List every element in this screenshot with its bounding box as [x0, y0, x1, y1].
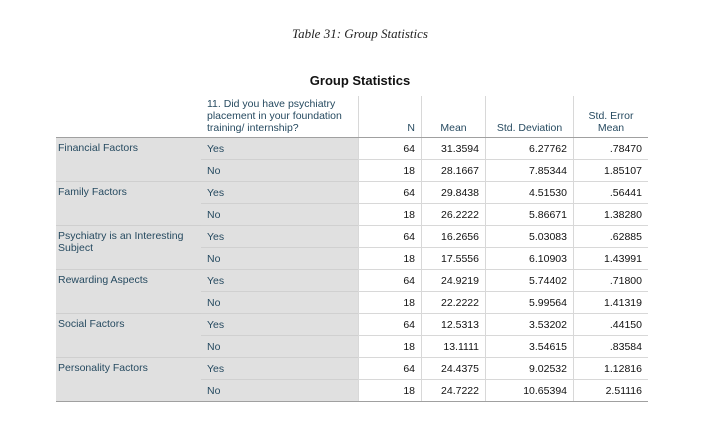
level-label: Yes	[201, 313, 359, 336]
header-row: 11. Did you have psychiatry placement in…	[56, 96, 648, 138]
table-row: No 18 28.1667 7.85344 1.85107	[56, 159, 648, 182]
group-statistics-table: 11. Did you have psychiatry placement in…	[56, 96, 648, 402]
mean-value: 28.1667	[421, 159, 486, 182]
sd-value: 5.86671	[485, 203, 574, 226]
mean-value: 29.8438	[421, 181, 486, 204]
header-std-deviation: Std. Deviation	[485, 96, 574, 138]
n-value: 64	[358, 137, 422, 160]
group-label: Psychiatry is an Interesting Subject	[56, 225, 201, 270]
n-value: 18	[358, 247, 422, 270]
group-label: Financial Factors	[56, 137, 201, 182]
level-label: No	[201, 247, 359, 270]
se-value: .62885	[573, 225, 648, 248]
se-value: 1.38280	[573, 203, 648, 226]
level-label: No	[201, 291, 359, 314]
sd-value: 10.65394	[485, 379, 574, 402]
table-caption: Table 31: Group Statistics	[292, 26, 428, 41]
n-value: 64	[358, 313, 422, 336]
table-row: Personality Factors Yes 64 24.4375 9.025…	[56, 357, 648, 402]
table-row: Family Factors Yes 64 29.8438 4.51530 .5…	[56, 181, 648, 226]
table-row: No 18 26.2222 5.86671 1.38280	[56, 203, 648, 226]
sd-value: 5.74402	[485, 269, 574, 292]
n-value: 18	[358, 335, 422, 358]
n-value: 64	[358, 181, 422, 204]
sd-value: 3.54615	[485, 335, 574, 358]
table-title: Group Statistics	[309, 73, 411, 88]
level-label: No	[201, 379, 359, 402]
table-row: No 18 13.1111 3.54615 .83584	[56, 335, 648, 358]
sd-value: 7.85344	[485, 159, 574, 182]
header-mean: Mean	[421, 96, 486, 138]
se-value: 1.41319	[573, 291, 648, 314]
sd-value: 5.99564	[485, 291, 574, 314]
level-label: No	[201, 159, 359, 182]
level-label: No	[201, 335, 359, 358]
se-value: 2.51116	[573, 379, 648, 402]
n-value: 64	[358, 225, 422, 248]
mean-value: 16.2656	[421, 225, 486, 248]
table-row: Financial Factors Yes 64 31.3594 6.27762…	[56, 137, 648, 182]
table-row: Psychiatry is an Interesting Subject Yes…	[56, 225, 648, 270]
sd-value: 6.27762	[485, 137, 574, 160]
group-label: Family Factors	[56, 181, 201, 226]
mean-value: 22.2222	[421, 291, 486, 314]
table-row: No 18 22.2222 5.99564 1.41319	[56, 291, 648, 314]
header-n: N	[358, 96, 422, 138]
group-label: Personality Factors	[56, 357, 201, 402]
mean-value: 31.3594	[421, 137, 486, 160]
sd-value: 3.53202	[485, 313, 574, 336]
se-value: .44150	[573, 313, 648, 336]
n-value: 18	[358, 203, 422, 226]
table-row: No 18 24.7222 10.65394 2.51116	[56, 379, 648, 402]
sd-value: 6.10903	[485, 247, 574, 270]
mean-value: 26.2222	[421, 203, 486, 226]
sd-value: 9.02532	[485, 357, 574, 380]
mean-value: 24.7222	[421, 379, 486, 402]
level-label: Yes	[201, 137, 359, 160]
group-label: Social Factors	[56, 313, 201, 358]
se-value: .78470	[573, 137, 648, 160]
n-value: 64	[358, 357, 422, 380]
table-row: No 18 17.5556 6.10903 1.43991	[56, 247, 648, 270]
se-value: 1.43991	[573, 247, 648, 270]
mean-value: 13.1111	[421, 335, 486, 358]
mean-value: 17.5556	[421, 247, 486, 270]
se-value: 1.85107	[573, 159, 648, 182]
level-label: No	[201, 203, 359, 226]
mean-value: 12.5313	[421, 313, 486, 336]
table-row: Social Factors Yes 64 12.5313 3.53202 .4…	[56, 313, 648, 358]
n-value: 18	[358, 291, 422, 314]
group-label: Rewarding Aspects	[56, 269, 201, 314]
header-blank	[56, 96, 201, 138]
table-row: Rewarding Aspects Yes 64 24.9219 5.74402…	[56, 269, 648, 314]
header-std-error-mean: Std. Error Mean	[573, 96, 648, 138]
level-label: Yes	[201, 225, 359, 248]
se-value: .56441	[573, 181, 648, 204]
n-value: 18	[358, 159, 422, 182]
se-value: .83584	[573, 335, 648, 358]
header-question: 11. Did you have psychiatry placement in…	[201, 96, 359, 138]
se-value: 1.12816	[573, 357, 648, 380]
n-value: 64	[358, 269, 422, 292]
sd-value: 5.03083	[485, 225, 574, 248]
sd-value: 4.51530	[485, 181, 574, 204]
level-label: Yes	[201, 181, 359, 204]
level-label: Yes	[201, 357, 359, 380]
level-label: Yes	[201, 269, 359, 292]
n-value: 18	[358, 379, 422, 402]
mean-value: 24.4375	[421, 357, 486, 380]
mean-value: 24.9219	[421, 269, 486, 292]
se-value: .71800	[573, 269, 648, 292]
